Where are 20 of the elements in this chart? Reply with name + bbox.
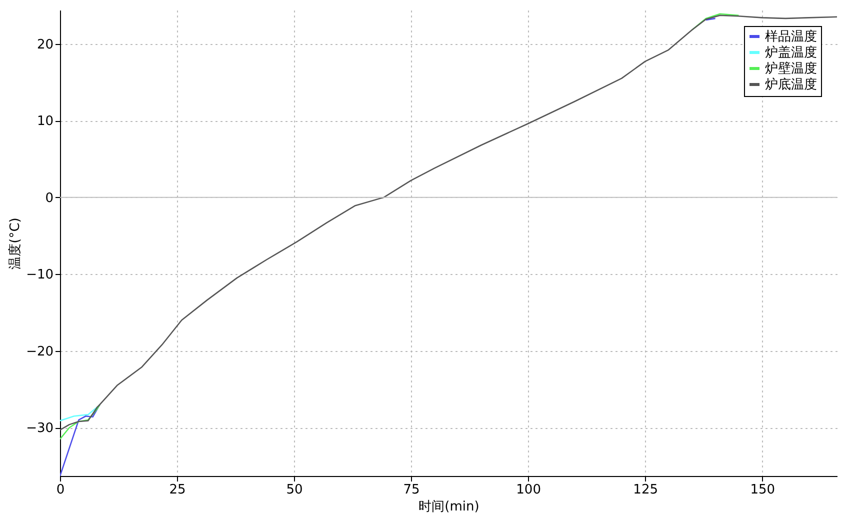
- legend-label: 炉盖温度: [765, 44, 817, 60]
- line-series: [60, 406, 98, 422]
- x-tick-label: 50: [286, 482, 303, 498]
- legend-label: 样品温度: [765, 28, 817, 44]
- y-tick-label: −10: [26, 268, 54, 283]
- y-tick-label: −20: [26, 344, 54, 360]
- x-tick-label: 75: [403, 482, 420, 498]
- x-tick-label: 25: [169, 482, 186, 498]
- x-tick-label: 150: [750, 482, 776, 498]
- y-tick-label: 0: [45, 190, 54, 206]
- x-axis-title: 时间(min): [418, 500, 480, 514]
- y-axis-title: 温度(°C): [7, 218, 24, 270]
- y-tick-label: 10: [36, 114, 54, 130]
- x-tick-label: 0: [56, 482, 65, 498]
- legend-label: 炉壁温度: [765, 60, 817, 76]
- x-tick-label: 125: [633, 482, 658, 498]
- legend-label: 炉底温度: [765, 76, 817, 92]
- y-tick-label: 20: [36, 37, 54, 52]
- y-tick-label: −30: [26, 421, 54, 436]
- x-tick-label: 100: [516, 482, 541, 498]
